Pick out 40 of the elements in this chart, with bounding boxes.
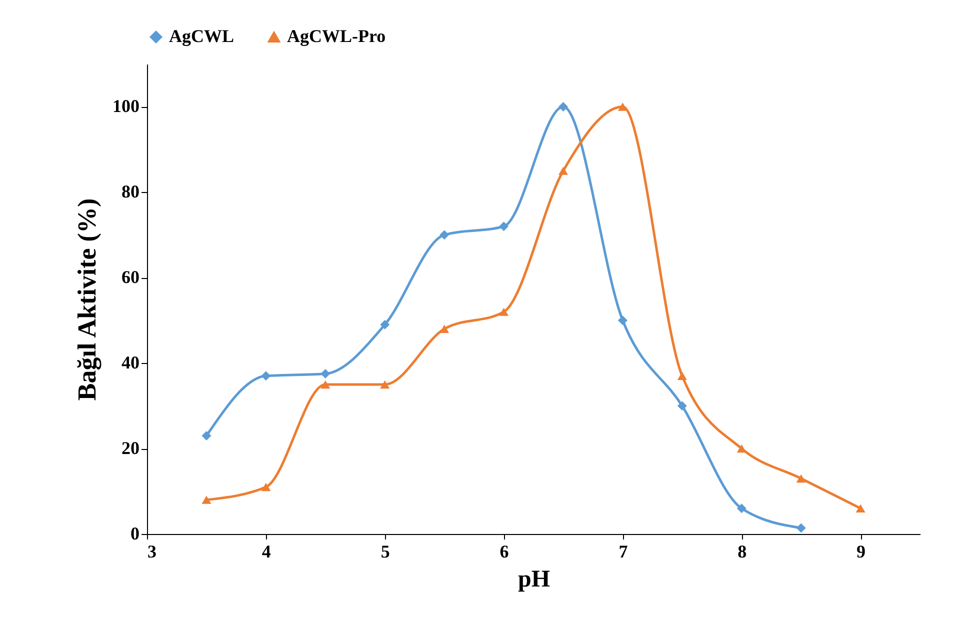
point	[677, 372, 687, 380]
point	[618, 102, 628, 111]
point	[380, 380, 390, 389]
point	[380, 320, 390, 330]
x-tick-label: 6	[500, 542, 509, 562]
point	[558, 166, 568, 175]
point	[677, 401, 687, 411]
point	[796, 474, 806, 483]
point	[202, 430, 212, 440]
point	[856, 504, 866, 512]
x-tick-label: 9	[856, 542, 866, 562]
point	[261, 371, 271, 381]
point	[558, 102, 568, 112]
x-tick-label: 7	[618, 542, 628, 562]
point	[736, 444, 746, 453]
point	[796, 523, 806, 533]
legend-label: AgCWL-Pro	[287, 26, 386, 46]
x-tick-label: 8	[738, 542, 747, 562]
x-tick-label: 3	[148, 542, 156, 562]
point	[499, 222, 509, 232]
point	[618, 316, 628, 326]
point	[202, 496, 212, 504]
point	[499, 308, 509, 316]
y-tick-label: 80	[122, 182, 140, 202]
point	[736, 504, 746, 514]
point	[261, 482, 271, 492]
x-axis-title: pH	[518, 566, 550, 592]
y-tick-label: 0	[130, 524, 140, 544]
point	[440, 324, 450, 334]
x-tick-label: 4	[262, 542, 271, 562]
y-tick-label: 60	[122, 267, 140, 288]
x-tick-label: 5	[380, 542, 390, 562]
y-tick-label: 100	[112, 96, 140, 116]
y-tick-label: 20	[122, 438, 140, 458]
point	[320, 380, 330, 389]
y-tick-label: 40	[122, 352, 140, 373]
legend-label: AgCWL	[169, 26, 234, 46]
y-axis-title: Bağıl Aktivite (%)	[72, 198, 102, 401]
point	[320, 369, 330, 379]
point	[440, 230, 450, 240]
